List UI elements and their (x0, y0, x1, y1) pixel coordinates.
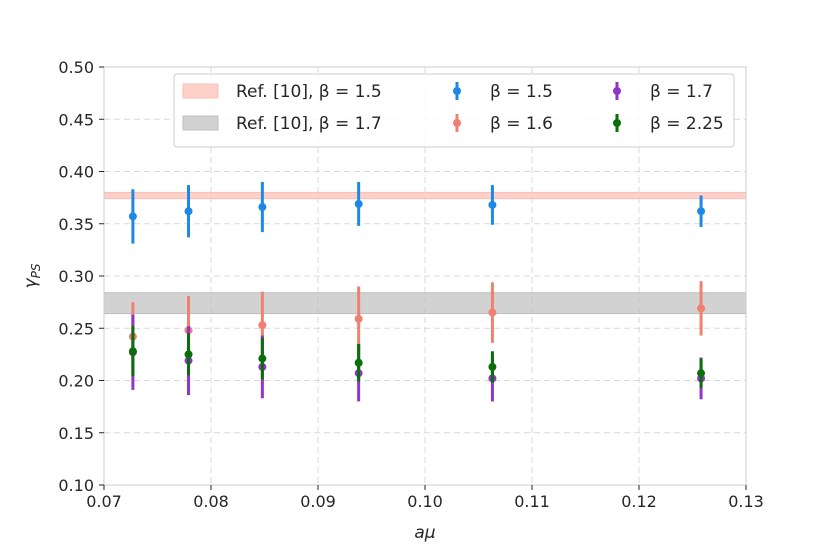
legend-series-label: β = 2.25 (650, 114, 724, 134)
y-tick-label: 0.30 (58, 267, 94, 286)
legend-band-swatch (182, 83, 219, 99)
y-tick-label: 0.45 (58, 110, 94, 129)
reference-band (103, 191, 747, 200)
legend-series-label: β = 1.7 (650, 82, 713, 102)
x-tick-label: 0.12 (621, 492, 657, 511)
x-axis-label: aμ (414, 523, 435, 543)
y-tick-label: 0.50 (58, 58, 94, 77)
y-tick-label: 0.40 (58, 163, 94, 182)
data-point (697, 369, 706, 378)
data-series-group (128, 181, 706, 244)
legend-series-label: β = 1.6 (490, 114, 553, 134)
legend-band-swatch (182, 115, 219, 131)
data-point (258, 354, 267, 363)
legend-box (173, 73, 735, 148)
x-tick-label: 0.11 (514, 492, 550, 511)
x-tick-label: 0.08 (193, 492, 229, 511)
x-tick-label: 0.10 (407, 492, 443, 511)
legend-series-marker (613, 82, 621, 100)
data-series-group (128, 314, 706, 402)
y-axis-label: γPS (21, 263, 43, 288)
data-point (697, 304, 706, 313)
y-axis-label-main: γ (21, 277, 41, 288)
x-tick-label: 0.07 (86, 492, 122, 511)
legend-point (613, 87, 621, 95)
legend-point (453, 119, 461, 127)
x-tick-label: 0.13 (728, 492, 764, 511)
data-point (488, 200, 497, 209)
data-point (184, 350, 193, 359)
data-series-group (128, 326, 706, 388)
data-point (488, 308, 497, 317)
data-series (128, 181, 706, 402)
legend-series-label: β = 1.5 (490, 82, 553, 102)
legend-point (453, 87, 461, 95)
legend-band-label: Ref. [10], β = 1.7 (236, 114, 382, 134)
data-point (697, 207, 706, 216)
legend-series-marker (453, 114, 461, 132)
y-tick-label: 0.15 (58, 424, 94, 443)
legend-series-marker (613, 114, 621, 132)
data-point (354, 314, 363, 323)
y-axis-label-subscript: PS (29, 263, 43, 278)
y-tick-label: 0.35 (58, 215, 94, 234)
data-point (128, 347, 137, 356)
data-point (258, 203, 267, 212)
data-point (258, 321, 267, 330)
data-point (488, 362, 497, 371)
data-point (184, 207, 193, 216)
data-point (354, 199, 363, 208)
data-point (354, 358, 363, 367)
data-point (128, 212, 137, 221)
y-tick-label: 0.25 (58, 319, 94, 338)
axis-ticks: 0.07 0.08 0.09 0.10 0.11 0.12 0.13 0.10 0.15 0.20… (58, 58, 763, 511)
legend-series-marker (453, 82, 461, 100)
y-tick-label: 0.10 (58, 476, 94, 495)
legend-band-label: Ref. [10], β = 1.5 (236, 82, 382, 102)
x-tick-label: 0.09 (300, 492, 336, 511)
legend-point (613, 119, 621, 127)
reference-band (103, 292, 747, 315)
y-tick-label: 0.20 (58, 372, 94, 391)
legend: Ref. [10], β = 1.5 Ref. [10], β = 1.7 β … (173, 73, 735, 148)
